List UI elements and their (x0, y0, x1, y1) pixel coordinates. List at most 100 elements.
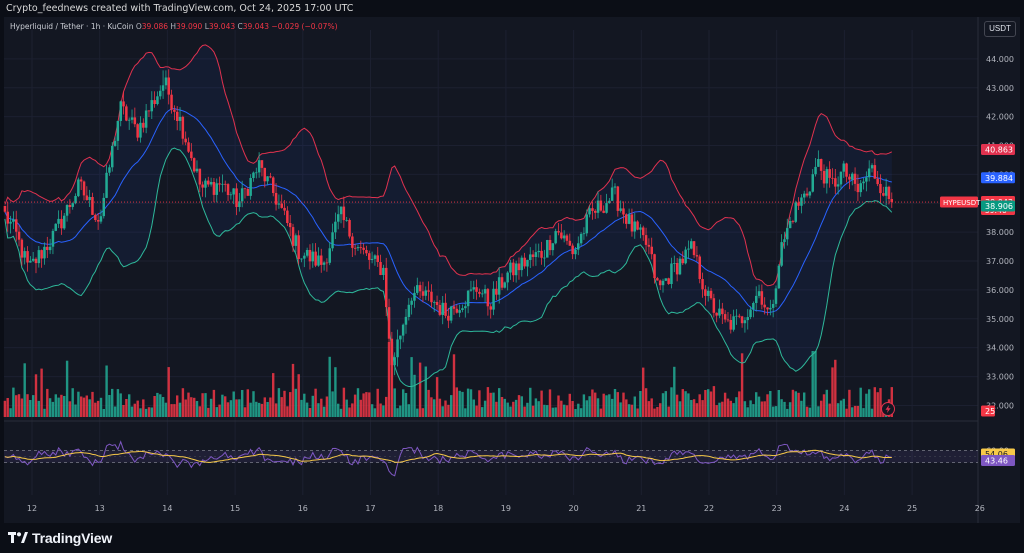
volume-bar (596, 398, 600, 417)
candle-body (229, 194, 233, 196)
snapshot-credit: Crypto_feednews created with TradingView… (6, 3, 354, 14)
candle-body (591, 208, 594, 211)
candle-body (667, 278, 670, 284)
candle-body (399, 335, 402, 340)
candle-body (379, 262, 382, 275)
volume-bar (464, 408, 467, 417)
candle-body (297, 235, 300, 259)
candle-body (492, 288, 495, 310)
volume-bar (418, 362, 422, 417)
volume-bar (105, 365, 108, 417)
volume-bar (565, 405, 569, 417)
x-tick-label: 23 (772, 504, 782, 513)
candle-body (472, 287, 475, 290)
y-tick-label: 42.000 (986, 113, 1014, 122)
low-value: 39.043 (208, 22, 236, 31)
volume-bar (356, 388, 360, 417)
candle-body (325, 262, 329, 264)
x-tick-label: 12 (27, 504, 37, 513)
candle-body (376, 255, 379, 262)
volume-bar (207, 407, 210, 417)
volume-bar (458, 390, 461, 417)
tradingview-logo: TradingView (8, 529, 112, 547)
candle-body (853, 173, 857, 184)
volume-bar (633, 396, 636, 417)
candle-body (707, 290, 710, 296)
candle-body (834, 178, 837, 187)
volume-bar (229, 400, 233, 417)
y-tick-label: 34.000 (986, 344, 1014, 353)
volume-bar (396, 408, 399, 417)
candle-body (404, 316, 408, 325)
candle-body (571, 245, 574, 255)
candle-body (661, 280, 665, 286)
y-tick-label: 43.000 (986, 84, 1014, 93)
candle-body (133, 117, 137, 125)
candle-body (23, 251, 26, 258)
volume-bar (351, 403, 354, 417)
volume-bar (435, 377, 439, 417)
candle-body (562, 235, 566, 239)
tradingview-logo-icon (8, 532, 28, 543)
candle-body (71, 203, 74, 207)
candle-body (15, 219, 18, 232)
candle-body (712, 298, 716, 313)
candle-body (814, 166, 817, 175)
candle-body (99, 216, 103, 222)
candle-body (159, 90, 162, 97)
candle-body (88, 197, 91, 201)
candle-body (348, 220, 351, 237)
volume-bar (715, 405, 718, 417)
volume-bar (91, 391, 94, 417)
candle-body (684, 249, 687, 264)
volume-bar (851, 407, 854, 417)
volume-bar (116, 389, 120, 417)
volume-badge: 25 (981, 405, 995, 417)
volume-bar (540, 390, 543, 417)
candle-body (692, 241, 696, 256)
candle-body (763, 304, 766, 308)
candle-body (788, 221, 792, 229)
volume-bar (642, 367, 645, 417)
candle-body (656, 278, 659, 281)
volume-bar (811, 351, 814, 417)
volume-bar (342, 387, 346, 417)
volume-bar (557, 395, 560, 417)
x-tick-label: 13 (95, 504, 105, 513)
candle-body (51, 230, 55, 247)
volume-bar (159, 394, 162, 417)
volume-bar (167, 367, 170, 417)
volume-bar (817, 406, 820, 417)
volume-bar (193, 397, 196, 417)
candle-body (266, 176, 269, 182)
volume-bar (574, 409, 577, 417)
currency-button[interactable]: USDT (984, 21, 1016, 37)
candle-body (514, 263, 518, 276)
candle-body (286, 210, 289, 223)
candle-body (37, 250, 41, 264)
candle-body (749, 309, 752, 318)
candle-body (215, 183, 218, 195)
candle-body (224, 183, 227, 185)
volume-bar (831, 367, 834, 417)
candle-body (726, 319, 730, 321)
candlestick-chart[interactable]: 44.00043.00042.00041.00040.00039.00038.0… (0, 0, 1024, 523)
candle-body (433, 302, 436, 303)
candle-body (255, 172, 258, 174)
volume-bar (822, 394, 826, 417)
candle-body (506, 272, 509, 283)
candle-body (882, 193, 885, 196)
y-tick-label: 35.000 (986, 315, 1014, 324)
candle-body (475, 287, 478, 292)
volume-bar (571, 401, 574, 417)
volume-bar (579, 408, 583, 417)
high-value: 39.090 (176, 22, 203, 31)
volume-bar (732, 403, 735, 417)
candle-body (263, 167, 266, 182)
candle-body (424, 290, 427, 296)
candle-body (108, 167, 111, 173)
candle-body (291, 227, 295, 246)
lightning-button[interactable] (881, 402, 895, 416)
x-tick-label: 16 (298, 504, 308, 513)
candle-body (517, 263, 521, 271)
